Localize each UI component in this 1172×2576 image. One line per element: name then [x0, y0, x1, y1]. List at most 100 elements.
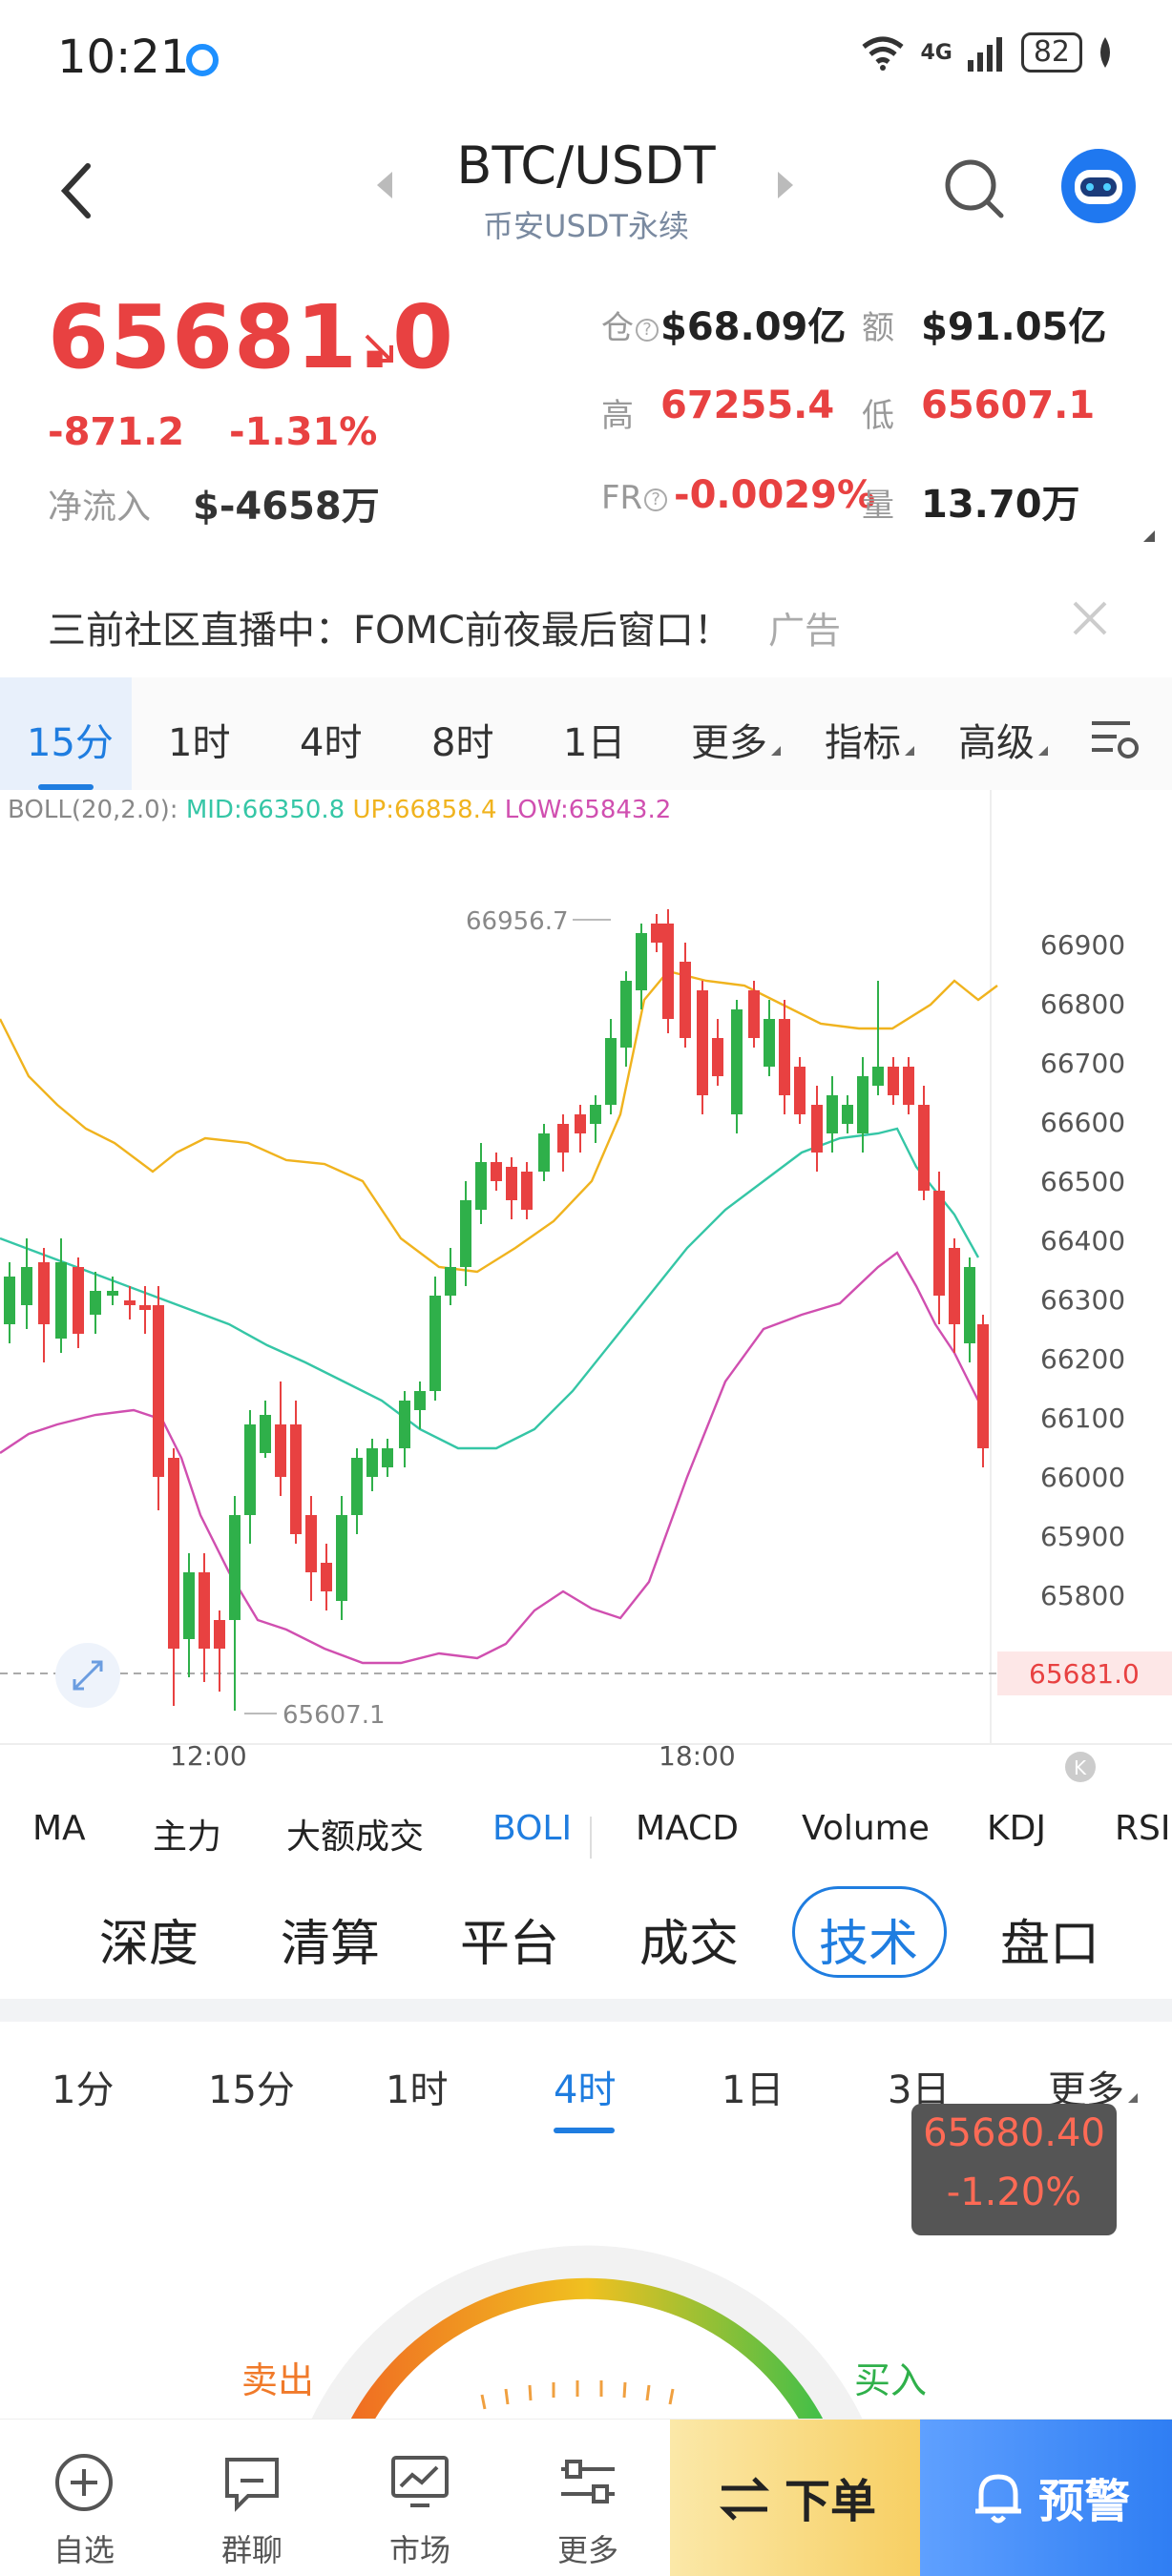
indicator-kdj[interactable]: KDJ	[987, 1809, 1046, 1848]
candle-body	[748, 990, 760, 1038]
nav-group-chat[interactable]: 群聊	[168, 2420, 336, 2576]
gauge-arc	[309, 2245, 865, 2423]
dropdown-icon	[1038, 746, 1048, 756]
indicator-tabs: MA 主力 大额成交 BOLI MACD Volume KDJ RSI	[0, 1794, 1172, 1889]
chart-canvas[interactable]: 66900 66800 66700 66600 66500 66400 66300 66200…	[0, 790, 1172, 1792]
candle-body	[475, 1162, 487, 1210]
tab-4h[interactable]: 4时	[300, 721, 363, 765]
candle-body	[506, 1167, 517, 1200]
expand-chart-icon[interactable]	[55, 1643, 120, 1708]
candle-body	[214, 1620, 225, 1649]
candle-body	[521, 1172, 533, 1210]
expand-corner-icon[interactable]	[1143, 530, 1155, 542]
nav-market-label: 市场	[388, 2532, 450, 2568]
indicator-macd[interactable]: MACD	[636, 1809, 739, 1848]
indicator-ma[interactable]: MA	[32, 1809, 86, 1848]
x-tick-1200: 12:00	[170, 1740, 247, 1772]
y-tick-label: 66500	[1040, 1166, 1125, 1197]
pair-subtitle: 币安USDT永续	[483, 208, 689, 244]
sub-tab-1d[interactable]: 1日	[722, 2068, 785, 2112]
dropdown-icon	[771, 746, 781, 756]
amount-value: $91.05亿	[921, 305, 1107, 349]
chart-settings-icon[interactable]	[1088, 716, 1141, 763]
alert-button-label: 预警	[1038, 2475, 1131, 2528]
section-trades[interactable]: 成交	[639, 1916, 740, 1973]
section-platform[interactable]: 平台	[460, 1916, 560, 1973]
wifi-icon	[862, 36, 904, 71]
ad-banner[interactable]: 三前社区直播中：FOMC前夜最后窗口！ 广告	[0, 563, 1172, 677]
nav-more[interactable]: 更多	[504, 2420, 672, 2576]
indicator-volume[interactable]: Volume	[802, 1809, 930, 1848]
nav-market[interactable]: 市场	[336, 2420, 504, 2576]
settings-sliders-icon	[561, 2460, 615, 2503]
sub-tab-active-indicator	[554, 2128, 615, 2133]
gauge-sell-label: 卖出	[241, 2359, 315, 2401]
sentiment-gauge: 中立 卖出 买入	[0, 2233, 1172, 2423]
indicator-boll[interactable]: BOLI	[492, 1809, 573, 1848]
tab-1h[interactable]: 1时	[168, 721, 231, 765]
boll-up: UP:66858.4	[352, 796, 497, 824]
candle-body	[680, 962, 691, 1038]
candle-body	[888, 1067, 899, 1095]
candle-body	[351, 1458, 363, 1515]
candle-body	[290, 1424, 302, 1534]
close-icon[interactable]	[1071, 599, 1109, 637]
tab-advanced[interactable]: 高级	[958, 712, 1048, 767]
boll-mid: MID:66350.8	[185, 796, 345, 824]
section-liquidation[interactable]: 清算	[281, 1916, 381, 1973]
next-pair-icon[interactable]	[778, 172, 793, 198]
indicator-rsi[interactable]: RSI	[1115, 1809, 1171, 1848]
candle-body	[336, 1515, 347, 1601]
tab-1d[interactable]: 1日	[563, 721, 626, 765]
pair-title[interactable]: BTC/USDT	[456, 135, 716, 196]
help-icon: ?	[636, 318, 659, 342]
nav-watchlist[interactable]: 自选	[0, 2420, 168, 2576]
tab-8h[interactable]: 8时	[431, 721, 494, 765]
price-down-arrow-icon	[365, 334, 393, 363]
y-tick-label: 65800	[1040, 1580, 1125, 1611]
tab-15m[interactable]: 15分	[27, 721, 114, 765]
sub-tab-15m[interactable]: 15分	[208, 2068, 295, 2112]
order-button[interactable]: 下单	[670, 2420, 920, 2576]
sub-tab-1h[interactable]: 1时	[386, 2068, 449, 2112]
candle-body	[229, 1515, 241, 1620]
tab-indicators[interactable]: 指标	[825, 712, 914, 767]
price-tooltip: 65680.40 -1.20%	[911, 2104, 1117, 2235]
alert-button[interactable]: 预警	[920, 2420, 1172, 2576]
high-marker: 66956.7	[466, 907, 611, 936]
section-technical[interactable]: 技术	[819, 1916, 919, 1973]
order-button-label: 下单	[785, 2475, 877, 2528]
x-tick-1800: 18:00	[659, 1740, 736, 1772]
section-tabs: 深度 清算 平台 成交 技术 盘口	[0, 1884, 1172, 1999]
section-orderbook[interactable]: 盘口	[1000, 1916, 1100, 1973]
sub-tab-4h[interactable]: 4时	[554, 2068, 617, 2112]
indicator-large-trades[interactable]: 大额成交	[286, 1818, 425, 1857]
candlestick-chart[interactable]: BOLL(20,2.0): MID:66350.8 UP:66858.4 LOW…	[0, 790, 1172, 1792]
ad-tag: 广告	[768, 610, 842, 652]
candle-body	[575, 1114, 586, 1133]
indicator-main-force[interactable]: 主力	[153, 1818, 222, 1857]
y-tick-label: 66800	[1040, 988, 1125, 1020]
search-icon[interactable]	[940, 155, 1007, 221]
candle-body	[366, 1448, 378, 1477]
candle-body	[557, 1124, 569, 1153]
current-price-badge	[997, 1652, 1172, 1695]
k-logo-icon: K	[1065, 1752, 1096, 1782]
prev-pair-icon[interactable]	[377, 172, 392, 198]
candle-body	[662, 924, 674, 1019]
last-price: 65681.0	[48, 286, 455, 388]
candle-body	[538, 1133, 550, 1172]
candle-body	[460, 1200, 471, 1267]
volume-label: 量	[862, 487, 894, 525]
section-depth[interactable]: 深度	[99, 1916, 199, 1973]
back-icon[interactable]	[53, 160, 101, 221]
ad-text[interactable]: 三前社区直播中：FOMC前夜最后窗口！	[48, 609, 732, 653]
robot-assistant-icon[interactable]	[1061, 149, 1136, 223]
leaf-icon	[1100, 37, 1110, 68]
tab-more[interactable]: 更多	[691, 712, 781, 767]
y-tick-label: 66100	[1040, 1402, 1125, 1434]
sub-tab-1m[interactable]: 1分	[52, 2068, 115, 2112]
candle-body	[399, 1401, 410, 1448]
oi-value: $68.09亿	[660, 305, 847, 349]
candle-body	[90, 1291, 101, 1315]
